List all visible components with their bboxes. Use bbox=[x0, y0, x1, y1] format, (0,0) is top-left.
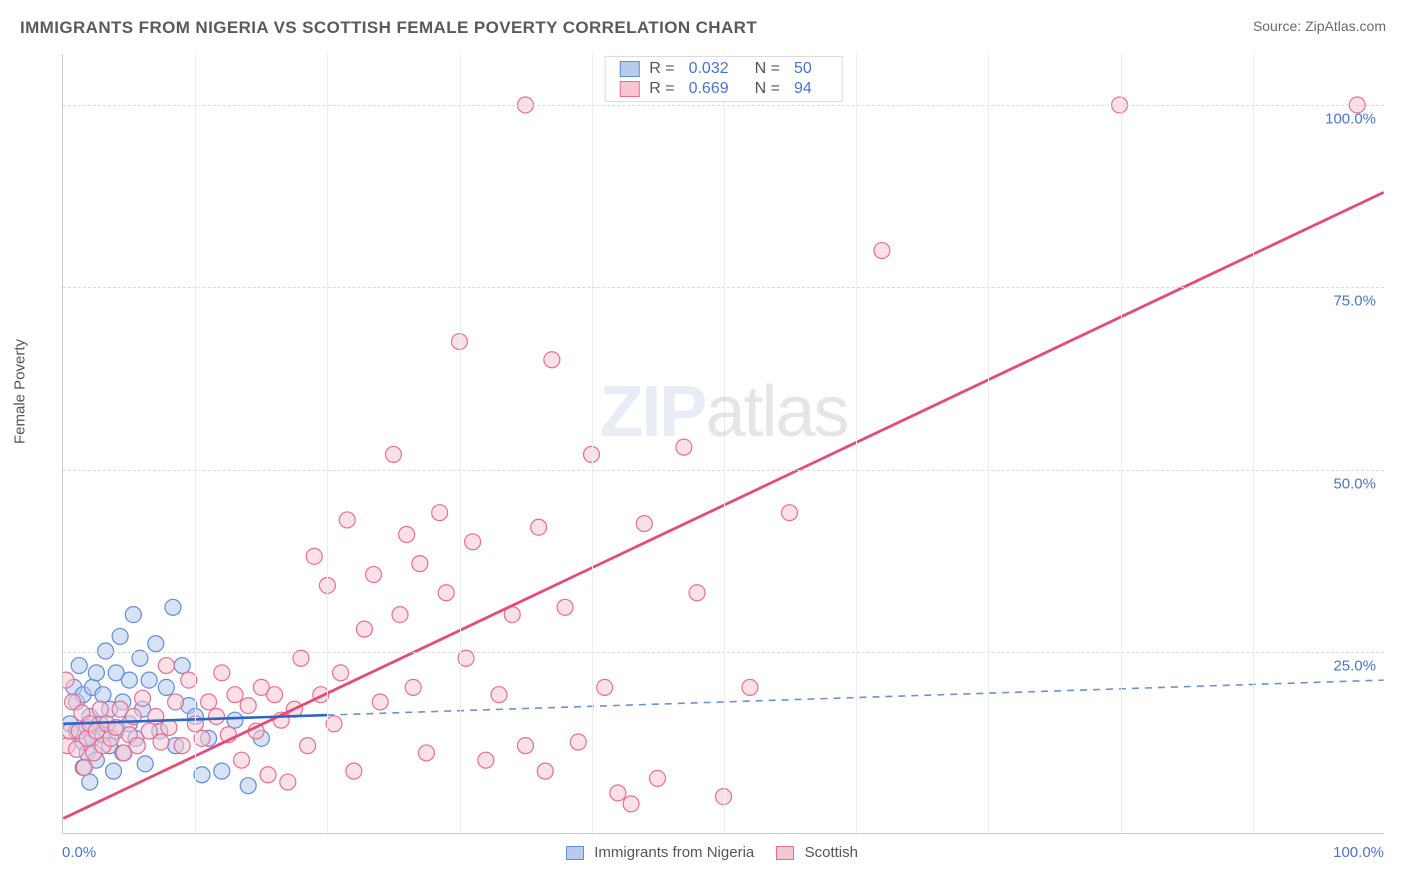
legend-R-label: R = bbox=[649, 60, 674, 78]
series-b-swatch bbox=[776, 846, 794, 860]
series-a-swatch bbox=[566, 846, 584, 860]
legend-row-a: R = 0.032 N = 50 bbox=[605, 59, 842, 79]
y-tick-label: 75.0% bbox=[1333, 293, 1376, 310]
legend-N-label: N = bbox=[755, 60, 780, 78]
chart-container: Female Poverty R = 0.032 N = 50 R = 0.66… bbox=[22, 54, 1384, 892]
legend-row-b: R = 0.669 N = 94 bbox=[605, 79, 842, 99]
y-axis-label: Female Poverty bbox=[12, 339, 29, 444]
correlation-legend: R = 0.032 N = 50 R = 0.669 N = 94 bbox=[604, 56, 843, 102]
y-tick-label: 50.0% bbox=[1333, 475, 1376, 492]
legend-R-label: R = bbox=[649, 80, 674, 98]
legend-a-R: 0.032 bbox=[689, 60, 729, 78]
legend-a-N: 50 bbox=[794, 60, 812, 78]
y-tick-label: 100.0% bbox=[1325, 111, 1376, 128]
series-b-name: Scottish bbox=[805, 844, 858, 861]
chart-title: IMMIGRANTS FROM NIGERIA VS SCOTTISH FEMA… bbox=[20, 18, 757, 38]
legend-swatch-a bbox=[619, 61, 639, 77]
series-a-name: Immigrants from Nigeria bbox=[594, 844, 754, 861]
plot-area: R = 0.032 N = 50 R = 0.669 N = 94 ZIPatl… bbox=[62, 54, 1384, 834]
legend-swatch-b bbox=[619, 81, 639, 97]
x-series-legend: Immigrants from Nigeria Scottish bbox=[22, 844, 1384, 861]
source-line: Source: ZipAtlas.com bbox=[1253, 18, 1386, 34]
y-tick-label: 25.0% bbox=[1333, 657, 1376, 674]
legend-b-N: 94 bbox=[794, 80, 812, 98]
source-link[interactable]: ZipAtlas.com bbox=[1305, 18, 1386, 34]
source-label: Source: bbox=[1253, 18, 1301, 34]
legend-N-label: N = bbox=[755, 80, 780, 98]
legend-b-R: 0.669 bbox=[689, 80, 729, 98]
